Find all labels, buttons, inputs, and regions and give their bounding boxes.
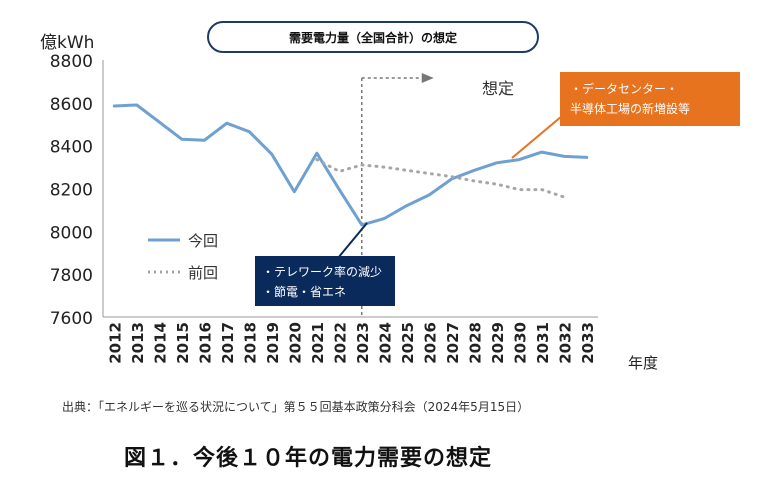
y-tick-label: 7600 bbox=[50, 309, 93, 329]
figure-caption: 図１．今後１０年の電力需要の想定 bbox=[124, 440, 492, 472]
legend-label-previous: 前回 bbox=[188, 264, 218, 282]
x-tick-label: 2013 bbox=[129, 322, 147, 364]
x-tick-label: 2033 bbox=[579, 322, 597, 364]
x-axis-label: 年度 bbox=[628, 354, 658, 372]
x-tick-label: 2018 bbox=[241, 322, 259, 364]
y-tick-labels: 7600 7800 8000 8200 8400 8600 8800 bbox=[50, 52, 93, 329]
annotation-telework-line1: ・テレワーク率の減少 bbox=[262, 264, 382, 279]
x-tick-label: 2015 bbox=[174, 322, 192, 364]
x-tick-label: 2019 bbox=[264, 322, 282, 364]
annotation-datacenter-box bbox=[560, 72, 740, 126]
legend-label-current: 今回 bbox=[188, 232, 218, 250]
y-axis-label: 億kWh bbox=[40, 33, 94, 53]
x-tick-label: 2020 bbox=[286, 322, 304, 364]
annotation-datacenter: ・データセンター・ 半導体工場の新増設等 bbox=[512, 72, 740, 158]
legend: 今回 前回 bbox=[148, 232, 218, 282]
annotation-telework-line2: ・節電・省エネ bbox=[262, 284, 346, 299]
x-tick-label: 2014 bbox=[151, 322, 169, 364]
series-line-previous bbox=[317, 160, 565, 198]
chart: 需要電力量（全国合計）の想定 億kWh 年度 7600 7800 8000 8200 8… bbox=[0, 0, 768, 395]
x-tick-label: 2022 bbox=[331, 322, 349, 364]
annotation-datacenter-line1: ・データセンター・ bbox=[570, 81, 678, 96]
x-tick-label: 2023 bbox=[354, 322, 372, 364]
x-tick-label: 2024 bbox=[376, 322, 394, 364]
x-tick-label: 2028 bbox=[466, 322, 484, 364]
x-tick-label: 2032 bbox=[556, 322, 574, 364]
x-tick-label: 2026 bbox=[421, 322, 439, 364]
y-tick-label: 7800 bbox=[50, 266, 93, 286]
annotation-telework: ・テレワーク率の減少 ・節電・省エネ bbox=[255, 223, 395, 306]
series-line-current bbox=[114, 105, 587, 225]
source-note: 出典：「エネルギーを巡る状況について」第５５回基本政策分科会（2024年5月15… bbox=[62, 398, 529, 415]
x-tick-label: 2030 bbox=[511, 322, 529, 364]
y-tick-label: 8800 bbox=[50, 52, 93, 72]
annotation-telework-leader bbox=[338, 223, 367, 258]
x-tick-label: 2031 bbox=[534, 322, 552, 364]
x-tick-label: 2021 bbox=[309, 322, 327, 364]
forecast-arrow-head bbox=[422, 73, 434, 83]
y-tick-label: 8400 bbox=[50, 138, 93, 158]
x-tick-label: 2029 bbox=[489, 322, 507, 364]
x-tick-labels: 2012 2013 2014 2015 2016 2017 2018 2019 2020 2021… bbox=[106, 322, 597, 364]
annotation-datacenter-line2: 半導体工場の新増設等 bbox=[570, 101, 690, 116]
chart-title: 需要電力量（全国合計）の想定 bbox=[289, 30, 457, 45]
annotation-datacenter-leader bbox=[512, 116, 562, 158]
y-tick-label: 8000 bbox=[50, 223, 93, 243]
x-tick-label: 2027 bbox=[444, 322, 462, 364]
x-tick-label: 2012 bbox=[106, 322, 124, 364]
series-layer bbox=[114, 105, 587, 225]
x-tick-label: 2016 bbox=[196, 322, 214, 364]
x-tick-label: 2025 bbox=[399, 322, 417, 364]
y-tick-label: 8200 bbox=[50, 181, 93, 201]
x-tick-label: 2017 bbox=[219, 322, 237, 364]
forecast-label: 想定 bbox=[482, 79, 514, 98]
y-tick-label: 8600 bbox=[50, 95, 93, 115]
